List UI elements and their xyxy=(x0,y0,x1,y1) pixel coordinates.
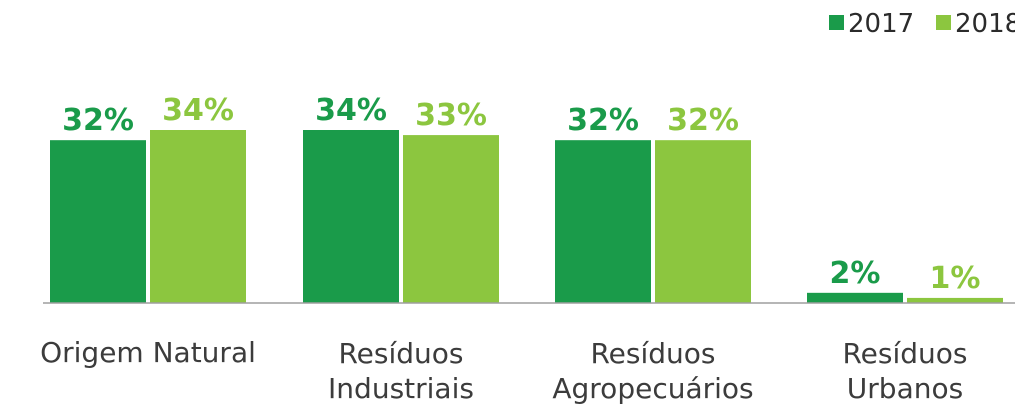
legend-label-2018: 2018 xyxy=(955,9,1015,39)
legend: 2017 2018 xyxy=(829,9,1015,39)
bar-2018-1 xyxy=(403,135,499,303)
value-label-2018-0: 34% xyxy=(162,93,234,128)
value-label-2018-3: 1% xyxy=(930,261,981,296)
category-label-2-0: Resíduos xyxy=(590,337,715,370)
value-label-2017-1: 34% xyxy=(315,93,387,128)
legend-swatch-2017 xyxy=(829,15,844,30)
category-label-3-0: Resíduos xyxy=(842,337,967,370)
legend-label-2017: 2017 xyxy=(848,9,914,39)
bar-2017-1 xyxy=(303,130,399,303)
legend-swatch-2018 xyxy=(936,15,951,30)
bar-2017-3 xyxy=(807,292,903,303)
category-label-0-0: Origem Natural xyxy=(40,336,256,369)
value-label-2017-0: 32% xyxy=(62,103,134,138)
category-label-2-1: Agropecuários xyxy=(552,372,753,405)
category-label-1-0: Resíduos xyxy=(338,337,463,370)
bar-2018-2 xyxy=(655,140,751,303)
bars: 32% 34% 32% 2% 34% 33% 32% 1% xyxy=(50,93,1003,303)
value-label-2017-3: 2% xyxy=(830,256,881,291)
category-label-1-1: Industriais xyxy=(328,372,474,405)
bar-2018-3 xyxy=(907,297,1003,303)
value-label-2017-2: 32% xyxy=(567,103,639,138)
bar-2017-0 xyxy=(50,140,146,303)
x-axis-labels: Origem Natural ResíduosIndustriaisResíduo… xyxy=(40,336,967,405)
value-label-2018-1: 33% xyxy=(415,98,487,133)
bar-2018-0 xyxy=(150,130,246,303)
category-label-3-1: Urbanos xyxy=(847,372,963,405)
value-label-2018-2: 32% xyxy=(667,103,739,138)
bar-2017-2 xyxy=(555,140,651,303)
